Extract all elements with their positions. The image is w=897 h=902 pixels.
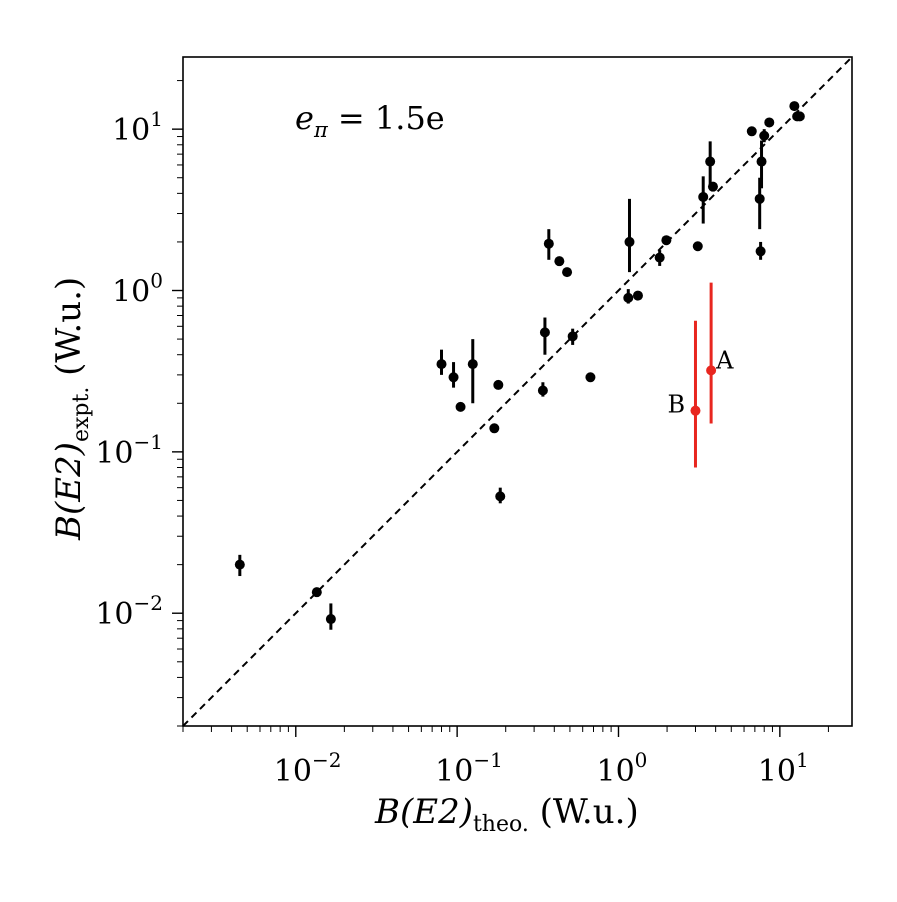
- x-tick-exponent: −2: [312, 748, 341, 772]
- y-tick-exponent: −1: [134, 430, 163, 454]
- x-tick-exponent: 1: [796, 748, 809, 772]
- y-tick-base: 10: [95, 436, 133, 471]
- data-point: [493, 379, 504, 390]
- x-tick-base: 10: [274, 754, 312, 789]
- data-point: [746, 126, 757, 137]
- point-labels: AB: [667, 346, 734, 418]
- data-point: [489, 423, 500, 434]
- annotation-rest: = 1.5e: [328, 99, 445, 137]
- y-axis-label-main: B(E2): [49, 442, 89, 541]
- data-point: [543, 238, 554, 249]
- data-point: [448, 372, 459, 383]
- y-tick-base: 10: [112, 113, 150, 148]
- data-point: [554, 256, 565, 267]
- data-point: [756, 156, 767, 167]
- y-tick-label: 101: [112, 107, 163, 148]
- reference-diagonal-line: [182, 56, 853, 727]
- y-axis-label-sub: expt.: [69, 387, 94, 442]
- annotation-main: e: [295, 99, 314, 137]
- x-axis-label: B(E2)theo. (W.u.): [374, 792, 639, 837]
- data-point: [467, 359, 478, 370]
- data-point: [794, 111, 805, 122]
- y-tick-base: 10: [112, 275, 150, 310]
- y-axis-label-unit: (W.u.): [49, 277, 89, 387]
- data-point: [325, 614, 336, 625]
- data-point: [661, 235, 672, 246]
- data-point: [436, 359, 447, 370]
- data-point: [692, 241, 703, 252]
- data-point: [698, 191, 709, 202]
- data-point: [311, 587, 322, 598]
- data-point: [654, 252, 665, 263]
- data-points: [234, 101, 805, 625]
- y-tick-label: 10−1: [95, 430, 163, 471]
- x-tick-label: 10−2: [274, 748, 342, 789]
- data-point: [759, 130, 770, 141]
- data-point: [754, 193, 765, 204]
- y-tick-label: 10−2: [95, 591, 163, 632]
- data-point: [632, 290, 643, 301]
- data-point: [537, 385, 548, 396]
- x-tick-label: 101: [758, 748, 809, 789]
- point-label-b: B: [667, 391, 685, 419]
- data-point: [495, 491, 506, 502]
- data-point: [706, 365, 717, 376]
- x-axis-label-unit: (W.u.): [529, 792, 639, 832]
- data-point: [623, 292, 634, 303]
- data-point: [539, 327, 550, 338]
- data-point: [755, 246, 766, 257]
- y-tick-exponent: 0: [150, 269, 163, 293]
- data-point: [789, 101, 800, 112]
- data-point: [567, 331, 578, 342]
- y-tick-exponent: 1: [150, 107, 163, 131]
- x-tick-base: 10: [435, 754, 473, 789]
- data-point: [764, 117, 775, 128]
- data-point: [585, 372, 596, 383]
- y-tick-base: 10: [95, 597, 133, 632]
- annotation-sub: π: [313, 118, 329, 142]
- x-tick-label: 100: [596, 748, 647, 789]
- point-label-a: A: [715, 346, 734, 374]
- data-point: [705, 156, 716, 167]
- x-axis-label-main: B(E2): [374, 792, 473, 832]
- x-tick-base: 10: [758, 754, 796, 789]
- y-tick-exponent: −2: [134, 591, 163, 615]
- x-tick-base: 10: [596, 754, 634, 789]
- plot-frame: [182, 56, 853, 727]
- data-point: [707, 181, 718, 192]
- data-point: [624, 236, 635, 247]
- major-ticks: [172, 128, 781, 737]
- x-tick-exponent: 0: [635, 748, 648, 772]
- y-tick-label: 100: [112, 269, 163, 310]
- charge-annotation: eπ = 1.5e: [295, 99, 445, 142]
- x-axis-label-sub: theo.: [473, 812, 529, 837]
- data-point: [234, 559, 245, 570]
- data-point: [690, 405, 701, 416]
- x-tick-labels: 10−2 10−1 100 101: [274, 748, 809, 789]
- x-tick-exponent: −1: [473, 748, 502, 772]
- y-axis-label: B(E2)expt. (W.u.): [49, 277, 94, 541]
- minor-ticks: [177, 80, 829, 732]
- data-point: [455, 401, 466, 412]
- x-tick-label: 10−1: [435, 748, 503, 789]
- data-point: [562, 267, 573, 278]
